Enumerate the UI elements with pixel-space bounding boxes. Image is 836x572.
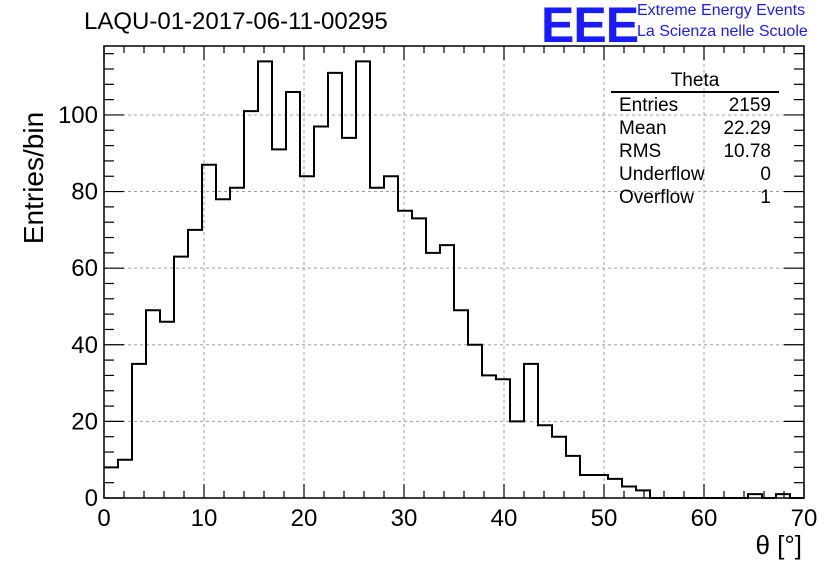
stats-row-entries: Entries 2159: [611, 94, 779, 117]
x-tick-label: 50: [591, 505, 618, 532]
stats-row-mean: Mean 22.29: [611, 117, 779, 140]
x-tick-label: 20: [291, 505, 318, 532]
y-tick-labels: 0 20 40 60 80 100: [58, 102, 98, 512]
stats-row-rms: RMS 10.78: [611, 140, 779, 163]
stats-value: 22.29: [723, 118, 771, 139]
stats-value: 2159: [728, 95, 771, 116]
histogram-line: [104, 60, 804, 499]
x-tick-label: 40: [491, 505, 518, 532]
stats-box-title: Theta: [611, 70, 779, 93]
stats-box: Theta Entries 2159 Mean 22.29 RMS 10.78 …: [611, 70, 779, 209]
plot-frame: [103, 45, 805, 499]
y-tick-label: 100: [58, 102, 98, 129]
y-axis-label: Entries/bin: [18, 111, 49, 245]
stats-label: RMS: [619, 141, 662, 162]
stats-label: Underflow: [619, 164, 705, 185]
y-tick-label: 0: [85, 485, 98, 512]
chart-title: LAQU-01-2017-06-11-00295: [84, 8, 388, 35]
logo-text-line2: La Scienza nelle Scuole: [637, 23, 808, 40]
stats-value: 10.78: [723, 141, 771, 162]
stats-row-overflow: Overflow 1: [611, 186, 779, 209]
x-tick-labels: 0 10 20 30 40 50 60 70: [97, 505, 817, 532]
logo-text-line1: Extreme Energy Events: [637, 2, 806, 19]
eee-logo: EEE: [541, 0, 639, 53]
x-tick-label: 0: [97, 505, 110, 532]
stats-label: Mean: [619, 118, 667, 139]
stats-label: Overflow: [619, 187, 694, 208]
y-tick-label: 60: [71, 255, 98, 282]
stats-value: 1: [760, 187, 771, 208]
stats-label: Entries: [619, 95, 679, 116]
x-tick-label: 10: [191, 505, 218, 532]
y-tick-label: 40: [71, 332, 98, 359]
axes-frame: [103, 45, 805, 499]
y-tick-label: 20: [71, 408, 98, 435]
histogram-series: [104, 60, 804, 499]
x-tick-label: 30: [391, 505, 418, 532]
y-tick-label: 80: [71, 179, 98, 206]
stats-value: 0: [760, 164, 771, 185]
x-tick-label: 70: [791, 505, 818, 532]
x-tick-label: 60: [691, 505, 718, 532]
x-axis-label: θ [°]: [755, 530, 802, 560]
stats-row-underflow: Underflow 0: [611, 163, 779, 186]
